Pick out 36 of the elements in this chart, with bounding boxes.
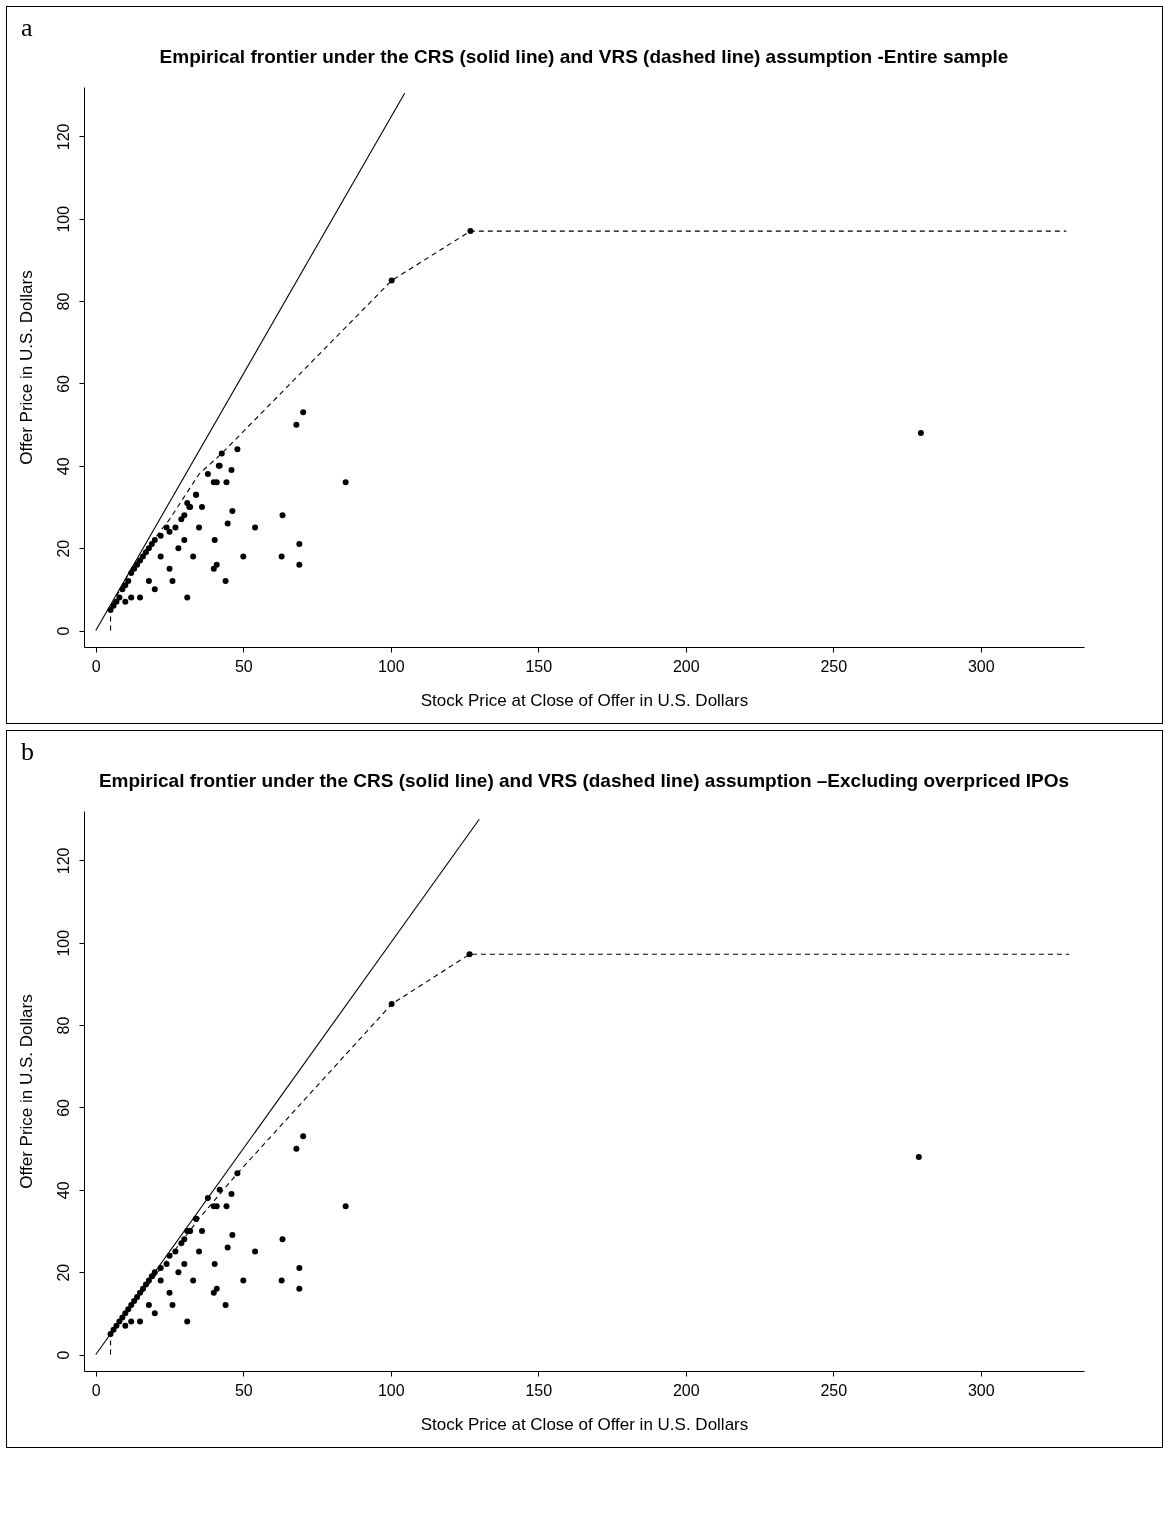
y-tick-label: 40 — [54, 457, 72, 476]
x-tick-label: 200 — [672, 1381, 700, 1399]
x-tick-label: 150 — [525, 1381, 553, 1399]
x-tick-label: 0 — [91, 657, 101, 675]
y-tick-label: 120 — [54, 123, 72, 151]
y-axis-title: Offer Price in U.S. Dollars — [16, 994, 36, 1189]
text: b — [20, 736, 35, 767]
y-tick-label: 100 — [54, 205, 72, 233]
y-axis-title: Offer Price in U.S. Dollars — [16, 270, 36, 465]
y-tick-label: 20 — [54, 1263, 72, 1282]
y-tick-label: 20 — [54, 539, 72, 558]
x-tick-label: 300 — [967, 657, 995, 675]
x-tick-label: 100 — [377, 657, 405, 675]
x-tick-label: 200 — [672, 657, 700, 675]
y-tick-label: 100 — [54, 929, 72, 957]
x-axis-title: Stock Price at Close of Offer in U.S. Dollars — [420, 1414, 749, 1434]
y-tick-label: 60 — [54, 374, 72, 393]
y-tick-label: 0 — [54, 626, 72, 636]
y-tick-label: 80 — [54, 1016, 72, 1035]
x-tick-label: 50 — [234, 657, 253, 675]
x-tick-label: 250 — [820, 1381, 848, 1399]
x-axis-title: Stock Price at Close of Offer in U.S. Dollars — [420, 690, 749, 710]
chart-title: Empirical frontier under the CRS (solid line) and VRS (dashed line) assumption -Entire sample — [159, 46, 1009, 67]
x-tick-label: 150 — [525, 657, 553, 675]
y-tick-label: 80 — [54, 292, 72, 311]
chart-title: Empirical frontier under the CRS (solid line) and VRS (dashed line) assumption –Excluding overpriced IPOs — [98, 770, 1070, 791]
x-tick-label: 300 — [967, 1381, 995, 1399]
x-tick-label: 0 — [91, 1381, 101, 1399]
y-tick-label: 120 — [54, 847, 72, 875]
x-tick-label: 50 — [234, 1381, 253, 1399]
y-tick-label: 0 — [54, 1350, 72, 1360]
y-tick-label: 60 — [54, 1098, 72, 1117]
y-tick-label: 40 — [54, 1181, 72, 1200]
x-tick-label: 250 — [820, 657, 848, 675]
x-tick-label: 100 — [377, 1381, 405, 1399]
text: a — [20, 12, 34, 43]
